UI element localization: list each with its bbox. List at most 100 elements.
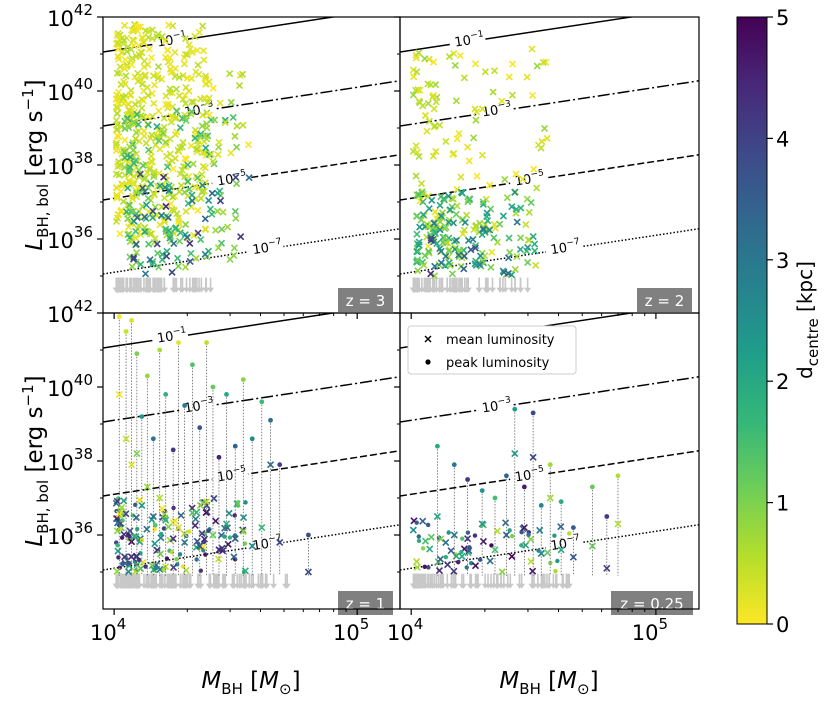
mean-luminosity-point <box>170 206 178 214</box>
mean-luminosity-point <box>206 205 214 213</box>
mean-luminosity-point <box>151 203 159 211</box>
peak-luminosity-point <box>446 530 451 535</box>
mean-luminosity-point <box>125 201 134 209</box>
mean-luminosity-point <box>429 93 437 101</box>
mean-luminosity-point <box>304 568 312 576</box>
peak-luminosity-point <box>232 443 238 449</box>
mean-luminosity-point <box>444 561 452 569</box>
eddington-line-dashed <box>400 154 699 201</box>
peak-luminosity-point <box>519 529 524 535</box>
mean-luminosity-point <box>415 49 423 57</box>
mean-luminosity-point <box>145 27 153 35</box>
peak-luminosity-point <box>464 565 469 570</box>
peak-luminosity-point <box>143 564 148 569</box>
mean-luminosity-point <box>158 250 166 258</box>
mean-luminosity-point <box>409 526 417 534</box>
mean-luminosity-point <box>428 196 436 204</box>
mean-luminosity-point <box>456 51 464 60</box>
upper-limit-marker <box>528 573 536 589</box>
eddington-lines-z3: 10−110−310−510−7 <box>103 17 400 275</box>
mean-luminosity-point <box>198 188 206 196</box>
mean-luminosity-point <box>202 498 211 506</box>
mean-luminosity-point <box>424 223 432 231</box>
mean-luminosity-point <box>465 157 473 165</box>
mean-luminosity-point <box>197 95 205 103</box>
mean-luminosity-point <box>176 170 184 178</box>
mean-luminosity-point <box>524 243 532 252</box>
mean-luminosity-point <box>471 244 479 252</box>
upper-limit-marker <box>134 573 142 589</box>
mean-luminosity-point <box>194 206 202 215</box>
mean-luminosity-point <box>116 230 124 238</box>
mean-luminosity-point <box>218 225 226 233</box>
mean-luminosity-point <box>184 161 192 169</box>
mean-luminosity-point <box>506 248 514 256</box>
mean-luminosity-point <box>164 213 172 222</box>
mean-luminosity-point <box>191 134 199 142</box>
peak-luminosity-point <box>552 533 557 538</box>
peak-luminosity-point <box>198 568 204 573</box>
mean-luminosity-point <box>128 538 136 546</box>
mean-luminosity-point <box>129 207 137 216</box>
peak-luminosity-point <box>241 569 247 574</box>
mean-luminosity-point <box>530 165 538 173</box>
mean-luminosity-point <box>276 538 284 546</box>
mean-luminosity-point <box>121 163 129 172</box>
mean-luminosity-point <box>187 249 195 257</box>
peak-luminosity-point <box>443 554 449 560</box>
mean-luminosity-point <box>139 161 147 170</box>
mean-luminosity-point <box>166 135 174 143</box>
mean-luminosity-point <box>188 108 196 116</box>
mean-luminosity-point <box>209 84 217 92</box>
mean-luminosity-point <box>166 88 174 96</box>
mean-luminosity-point <box>238 70 247 78</box>
mean-luminosity-point <box>169 535 177 543</box>
mean-luminosity-point <box>522 541 530 549</box>
mean-luminosity-point <box>198 181 207 189</box>
mean-luminosity-point <box>504 254 513 262</box>
peak-luminosity-point <box>589 484 595 490</box>
mean-luminosity-point <box>534 141 543 149</box>
mean-luminosity-point <box>143 83 151 91</box>
mean-luminosity-point <box>190 231 198 240</box>
mean-luminosity-point <box>233 122 241 130</box>
mean-luminosity-point <box>181 188 189 196</box>
mean-luminosity-point <box>115 390 123 398</box>
mean-luminosity-point <box>150 81 159 89</box>
mean-luminosity-point <box>528 45 536 53</box>
mean-luminosity-point <box>436 555 444 563</box>
mean-luminosity-point <box>124 215 132 223</box>
mean-luminosity-point <box>502 519 510 527</box>
mean-luminosity-point <box>196 501 204 509</box>
mean-luminosity-point <box>184 177 192 185</box>
peak-luminosity-point <box>530 410 536 416</box>
mean-luminosity-point <box>415 190 423 199</box>
peak-luminosity-point <box>118 526 123 532</box>
mean-luminosity-point <box>166 54 174 62</box>
mean-luminosity-point <box>569 553 577 561</box>
mean-luminosity-point <box>430 272 439 280</box>
mean-luminosity-point <box>116 63 124 71</box>
x-axis-title-left: MBH [M⊙] <box>201 668 300 698</box>
colorbar-label: dcentre [kpc] <box>793 261 822 379</box>
panel-z1-badge <box>338 591 393 615</box>
peak-luminosity-point <box>422 564 427 569</box>
peak-luminosity-point <box>416 534 421 539</box>
mean-luminosity-point <box>187 142 195 150</box>
peak-luminosity-point <box>512 406 518 412</box>
mean-luminosity-point <box>479 200 487 208</box>
peak-luminosity-point <box>153 566 159 571</box>
mean-luminosity-point <box>258 524 266 532</box>
upper-limit-marker <box>145 277 153 293</box>
legend-peak-label: peak luminosity <box>446 356 550 371</box>
mean-luminosity-point <box>138 95 146 104</box>
mean-luminosity-point <box>162 225 170 233</box>
upper-limit-marker <box>411 573 419 589</box>
mean-luminosity-point <box>221 116 229 124</box>
mean-luminosity-point <box>427 236 435 244</box>
mean-luminosity-point <box>505 73 513 81</box>
mean-luminosity-point <box>166 231 174 240</box>
mean-luminosity-point <box>199 111 207 119</box>
mean-luminosity-point <box>179 71 187 80</box>
x-axis-title-right: MBH [M⊙] <box>499 668 598 698</box>
